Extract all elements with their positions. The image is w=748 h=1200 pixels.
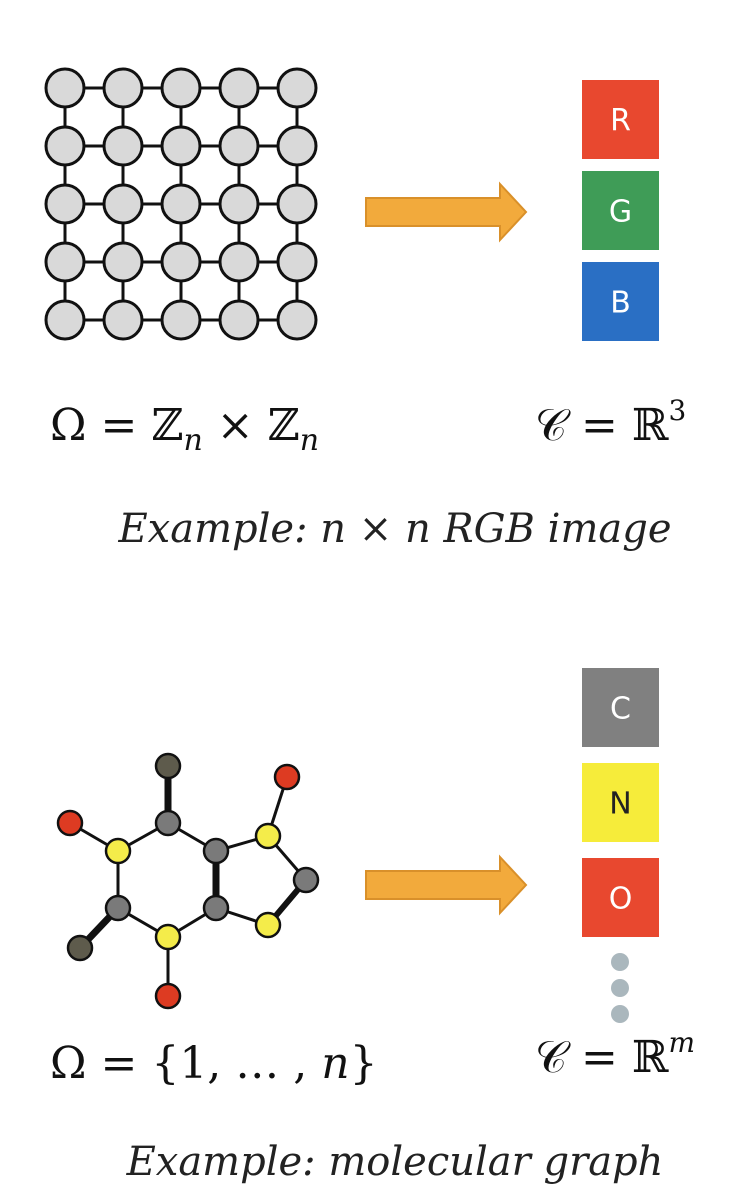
channel-r-box xyxy=(582,80,659,159)
molecule-atoms xyxy=(56,752,320,1010)
atom-nitrogen xyxy=(104,837,132,865)
ellipsis-dot xyxy=(611,953,629,971)
ellipsis-dot xyxy=(611,1005,629,1023)
atom-nitrogen xyxy=(154,923,182,951)
atom-type-channel-stack: C N O xyxy=(582,668,659,937)
grid-nodes xyxy=(44,67,318,341)
atom-nitrogen xyxy=(254,911,282,939)
channel-g-box xyxy=(582,171,659,250)
channel-g-label: G xyxy=(609,195,632,230)
grid-node xyxy=(102,241,144,283)
grid-node xyxy=(160,67,202,109)
atom-carbon xyxy=(202,837,230,865)
bottom-arrow xyxy=(365,854,528,916)
ellipsis-dot xyxy=(611,979,629,997)
atom-nitrogen xyxy=(254,822,282,850)
grid-node xyxy=(102,67,144,109)
grid-node xyxy=(218,241,260,283)
top-channel-formula: 𝒞 = ℝ3 xyxy=(535,394,686,451)
grid-node xyxy=(276,183,318,225)
grid-node xyxy=(218,183,260,225)
grid-node xyxy=(218,125,260,167)
atom-carbon xyxy=(292,866,320,894)
top-arrow xyxy=(365,181,528,243)
atom-channel-o-box xyxy=(582,858,659,937)
atom-carbon xyxy=(202,894,230,922)
bottom-omega-formula: Ω = {1, … , n} xyxy=(50,1038,378,1089)
grid-node xyxy=(218,299,260,341)
atom-oxygen xyxy=(273,763,301,791)
grid-node xyxy=(44,299,86,341)
rgb-channel-stack: R G B xyxy=(582,80,659,341)
grid-node xyxy=(218,67,260,109)
top-omega-formula: Ω = ℤn × ℤn xyxy=(50,400,319,458)
grid-node xyxy=(276,125,318,167)
atom-oxygen xyxy=(56,809,84,837)
grid-node xyxy=(160,299,202,341)
channel-b-label: B xyxy=(610,286,631,321)
grid-node xyxy=(160,241,202,283)
grid-node xyxy=(44,241,86,283)
atom-methyl xyxy=(154,752,182,780)
grid-node xyxy=(102,125,144,167)
atom-oxygen xyxy=(154,982,182,1010)
atom-channel-n-label: N xyxy=(609,787,631,822)
atom-channel-o-label: O xyxy=(609,882,633,917)
grid-node xyxy=(102,183,144,225)
atom-channel-n-box xyxy=(582,763,659,842)
grid-node xyxy=(160,125,202,167)
atom-channel-c-label: C xyxy=(610,692,631,727)
grid-node xyxy=(102,299,144,341)
atom-methyl xyxy=(66,934,94,962)
channel-b-box xyxy=(582,262,659,341)
atom-carbon xyxy=(104,894,132,922)
grid-node xyxy=(276,67,318,109)
grid-node xyxy=(44,183,86,225)
bottom-channel-formula: 𝒞 = ℝm xyxy=(535,1026,695,1083)
ellipsis-dots xyxy=(611,953,629,1023)
atom-channel-c-box xyxy=(582,668,659,747)
grid-node xyxy=(276,241,318,283)
grid-node xyxy=(44,67,86,109)
channel-r-label: R xyxy=(610,104,631,139)
grid-node xyxy=(160,183,202,225)
bottom-caption: Example: molecular graph xyxy=(126,1139,664,1185)
grid-node xyxy=(276,299,318,341)
top-caption: Example: n × n RGB image xyxy=(117,506,671,552)
molecule-bonds xyxy=(68,762,309,998)
grid-node xyxy=(44,125,86,167)
atom-carbon xyxy=(154,809,182,837)
